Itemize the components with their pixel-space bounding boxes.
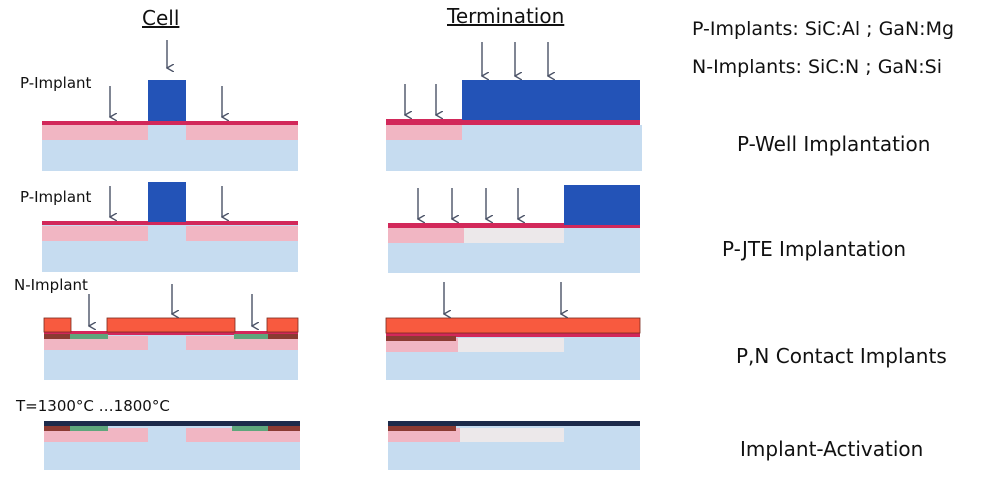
cell-n-contact-right — [232, 426, 268, 431]
cell-p-well-left — [44, 336, 148, 350]
cell-p-well-right — [186, 428, 300, 442]
cell-p-well-left — [44, 428, 148, 442]
cell-p-contact-right — [268, 334, 298, 339]
cell-p-well-right — [186, 336, 298, 350]
term-row4 — [388, 421, 640, 470]
cell-mask-center — [106, 317, 236, 333]
term-mask — [462, 80, 640, 120]
cell-mask-left — [43, 317, 72, 333]
cell-p-well-right — [186, 125, 298, 140]
cell-mask — [148, 182, 186, 222]
term-row1 — [386, 42, 642, 171]
term-p-well — [388, 428, 460, 442]
cell-p-contact-left — [44, 334, 70, 339]
step-label-p-jte: P-JTE Implantation — [722, 237, 907, 261]
cell-n-contact-left — [70, 334, 108, 339]
step-label-contacts: P,N Contact Implants — [736, 344, 947, 368]
cell-surface-layer — [42, 121, 298, 125]
term-p-well — [388, 228, 464, 243]
term-row2 — [388, 185, 640, 273]
step-label-p-well: P-Well Implantation — [737, 132, 931, 156]
term-p-well — [386, 125, 462, 140]
n-implant-label: N-Implant — [14, 276, 88, 294]
cell-n-contact-right — [234, 334, 268, 339]
term-mask — [564, 185, 640, 225]
cell-row4 — [44, 421, 300, 470]
step-label-activation: Implant-Activation — [740, 437, 924, 461]
cell-surface-layer — [44, 331, 298, 335]
p-implant-label-row1: P-Implant — [20, 74, 92, 92]
termination-column-title: Termination — [447, 4, 565, 28]
cell-mask — [148, 80, 186, 121]
term-activation-cap — [388, 421, 640, 426]
temperature-label: T=1300°C …1800°C — [16, 397, 170, 415]
term-jte-region — [460, 428, 564, 442]
term-jte-region — [458, 338, 564, 352]
cell-surface-layer — [42, 221, 298, 225]
p-implants-materials: P-Implants: SiC:Al ; GaN:Mg — [692, 18, 955, 40]
term-jte-region — [464, 228, 564, 243]
cell-p-well-right — [186, 226, 298, 241]
cell-n-contact-left — [70, 426, 108, 431]
cell-row2 — [42, 182, 298, 272]
term-p-contact — [386, 336, 456, 341]
cell-p-contact-left — [44, 426, 70, 431]
term-surface-layer — [388, 223, 640, 228]
cell-row3 — [43, 284, 299, 380]
cell-p-contact-right — [268, 426, 300, 431]
cell-row1 — [42, 80, 298, 171]
cell-p-well-left — [42, 226, 148, 241]
cell-activation-cap — [44, 421, 300, 426]
term-mask — [385, 317, 641, 334]
cell-mask-right — [266, 317, 299, 333]
term-p-well — [386, 338, 458, 352]
term-p-contact — [388, 426, 456, 431]
n-implants-materials: N-Implants: SiC:N ; GaN:Si — [692, 56, 943, 78]
term-surface-layer — [386, 119, 640, 125]
cell-p-well-left — [42, 125, 148, 140]
term-row3 — [385, 282, 641, 380]
cell-column-title: Cell — [142, 6, 180, 30]
p-implant-label-row2: P-Implant — [20, 188, 92, 206]
term-surface-layer — [386, 333, 640, 337]
